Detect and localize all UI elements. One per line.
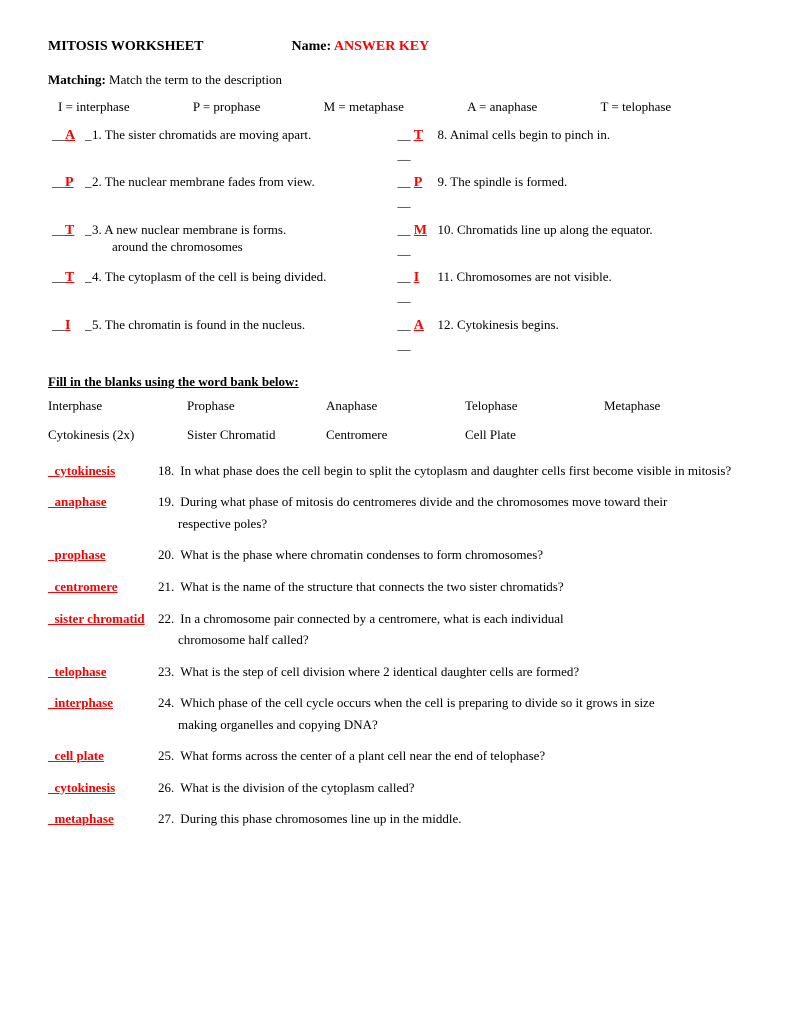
legend-item: M = metaphase	[324, 98, 404, 116]
wordbank-item: Anaphase	[326, 397, 465, 415]
match-text: 10. Chromatids line up along the equator…	[438, 221, 744, 239]
match-col-right: __ T __ 8. Animal cells begin to pinch i…	[398, 126, 744, 163]
match-col-right: __ I __ 11. Chromosomes are not visible.	[398, 268, 744, 305]
wordbank-item: Interphase	[48, 397, 187, 415]
fill-question: _cytokinesis26.What is the division of t…	[48, 779, 743, 797]
fill-question: _prophase20.What is the phase where chro…	[48, 546, 743, 564]
match-text: 5. The chromatin is found in the nucleus…	[92, 316, 398, 334]
fill-text: 25.What forms across the center of a pla…	[158, 747, 743, 765]
fill-question: _sister chromatid22.In a chromosome pair…	[48, 610, 743, 628]
match-text: 2. The nuclear membrane fades from view.	[92, 173, 398, 191]
match-answer: __A_	[52, 126, 92, 146]
match-col-left: __I_5. The chromatin is found in the nuc…	[52, 316, 398, 353]
worksheet-title: MITOSIS WORKSHEET	[48, 38, 288, 57]
word-bank: Interphase Prophase Anaphase Telophase M…	[48, 397, 743, 444]
match-answer: __ M __	[398, 221, 438, 258]
wordbank-item: Telophase	[465, 397, 604, 415]
fill-question: _metaphase27.During this phase chromosom…	[48, 810, 743, 828]
match-row: __T_3. A new nuclear membrane is forms.a…	[52, 221, 743, 258]
match-text: 11. Chromosomes are not visible.	[438, 268, 744, 286]
match-answer: __I_	[52, 316, 92, 336]
wordbank-item: Cytokinesis (2x)	[48, 426, 187, 444]
fill-answer: _telophase	[48, 663, 158, 681]
match-col-left: __T_3. A new nuclear membrane is forms.a…	[52, 221, 398, 258]
matching-desc: Match the term to the description	[109, 72, 282, 87]
legend-item: A = anaphase	[467, 98, 537, 116]
legend-item: T = telophase	[601, 98, 672, 116]
match-answer: __ I __	[398, 268, 438, 305]
match-col-left: __A_1. The sister chromatids are moving …	[52, 126, 398, 163]
wordbank-item	[604, 426, 743, 444]
fill-text: 18.In what phase does the cell begin to …	[158, 462, 743, 480]
match-answer: __ P __	[398, 173, 438, 210]
match-col-right: __ M __ 10. Chromatids line up along the…	[398, 221, 744, 258]
match-answer: __P_	[52, 173, 92, 193]
match-row: __I_5. The chromatin is found in the nuc…	[52, 316, 743, 353]
fill-answer: _cell plate	[48, 747, 158, 765]
fill-continuation: respective poles?	[178, 515, 743, 533]
match-answer: __T_	[52, 268, 92, 288]
wordbank-row: Interphase Prophase Anaphase Telophase M…	[48, 397, 743, 415]
matching-section-label: Matching: Match the term to the descript…	[48, 71, 743, 89]
fill-continuation: chromosome half called?	[178, 631, 743, 649]
fill-question: _centromere21.What is the name of the st…	[48, 578, 743, 596]
match-col-left: __P_2. The nuclear membrane fades from v…	[52, 173, 398, 210]
legend-item: P = prophase	[193, 98, 261, 116]
match-row: __A_1. The sister chromatids are moving …	[52, 126, 743, 163]
wordbank-item: Prophase	[187, 397, 326, 415]
match-answer: __ T __	[398, 126, 438, 163]
fill-answer: _prophase	[48, 546, 158, 564]
match-col-left: __T_4. The cytoplasm of the cell is bein…	[52, 268, 398, 305]
fill-answer: _centromere	[48, 578, 158, 596]
fill-question: _cytokinesis18.In what phase does the ce…	[48, 462, 743, 480]
match-text: 9. The spindle is formed.	[438, 173, 744, 191]
matching-questions: __A_1. The sister chromatids are moving …	[52, 126, 743, 353]
fill-answer: _metaphase	[48, 810, 158, 828]
fill-question: _anaphase19.During what phase of mitosis…	[48, 493, 743, 511]
name-value: ANSWER KEY	[334, 39, 429, 54]
matching-label: Matching:	[48, 72, 106, 87]
fill-text: 26.What is the division of the cytoplasm…	[158, 779, 743, 797]
match-row: __T_4. The cytoplasm of the cell is bein…	[52, 268, 743, 305]
fill-text: 24.Which phase of the cell cycle occurs …	[158, 694, 743, 712]
worksheet-header: MITOSIS WORKSHEET Name: ANSWER KEY	[48, 38, 743, 57]
fill-text: 23.What is the step of cell division whe…	[158, 663, 743, 681]
wordbank-item: Metaphase	[604, 397, 743, 415]
match-text: 12. Cytokinesis begins.	[438, 316, 744, 334]
fill-questions: _cytokinesis18.In what phase does the ce…	[48, 462, 743, 828]
wordbank-item: Cell Plate	[465, 426, 604, 444]
wordbank-item: Sister Chromatid	[187, 426, 326, 444]
fill-answer: _cytokinesis	[48, 779, 158, 797]
matching-legend: I = interphase P = prophase M = metaphas…	[58, 98, 743, 116]
fill-answer: _sister chromatid	[48, 610, 158, 628]
fill-answer: _cytokinesis	[48, 462, 158, 480]
fill-text: 22.In a chromosome pair connected by a c…	[158, 610, 743, 628]
legend-item: I = interphase	[58, 98, 130, 116]
wordbank-item: Centromere	[326, 426, 465, 444]
fill-question: _interphase24.Which phase of the cell cy…	[48, 694, 743, 712]
match-text: 4. The cytoplasm of the cell is being di…	[92, 268, 398, 286]
match-row: __P_2. The nuclear membrane fades from v…	[52, 173, 743, 210]
fill-text: 21.What is the name of the structure tha…	[158, 578, 743, 596]
fill-question: _cell plate25.What forms across the cent…	[48, 747, 743, 765]
fill-question: _telophase23.What is the step of cell di…	[48, 663, 743, 681]
fill-text: 20.What is the phase where chromatin con…	[158, 546, 743, 564]
match-col-right: __ P __ 9. The spindle is formed.	[398, 173, 744, 210]
match-text: 1. The sister chromatids are moving apar…	[92, 126, 398, 144]
wordbank-row: Cytokinesis (2x) Sister Chromatid Centro…	[48, 426, 743, 444]
fill-continuation: making organelles and copying DNA?	[178, 716, 743, 734]
fill-answer: _interphase	[48, 694, 158, 712]
match-col-right: __ A __ 12. Cytokinesis begins.	[398, 316, 744, 353]
fill-header: Fill in the blanks using the word bank b…	[48, 373, 743, 391]
match-answer: __T_	[52, 221, 92, 241]
fill-text: 27.During this phase chromosomes line up…	[158, 810, 743, 828]
match-text: 3. A new nuclear membrane is forms.aroun…	[92, 221, 398, 256]
match-answer: __ A __	[398, 316, 438, 353]
fill-answer: _anaphase	[48, 493, 158, 511]
match-text: 8. Animal cells begin to pinch in.	[438, 126, 744, 144]
name-label: Name:	[292, 39, 332, 54]
fill-text: 19.During what phase of mitosis do centr…	[158, 493, 743, 511]
